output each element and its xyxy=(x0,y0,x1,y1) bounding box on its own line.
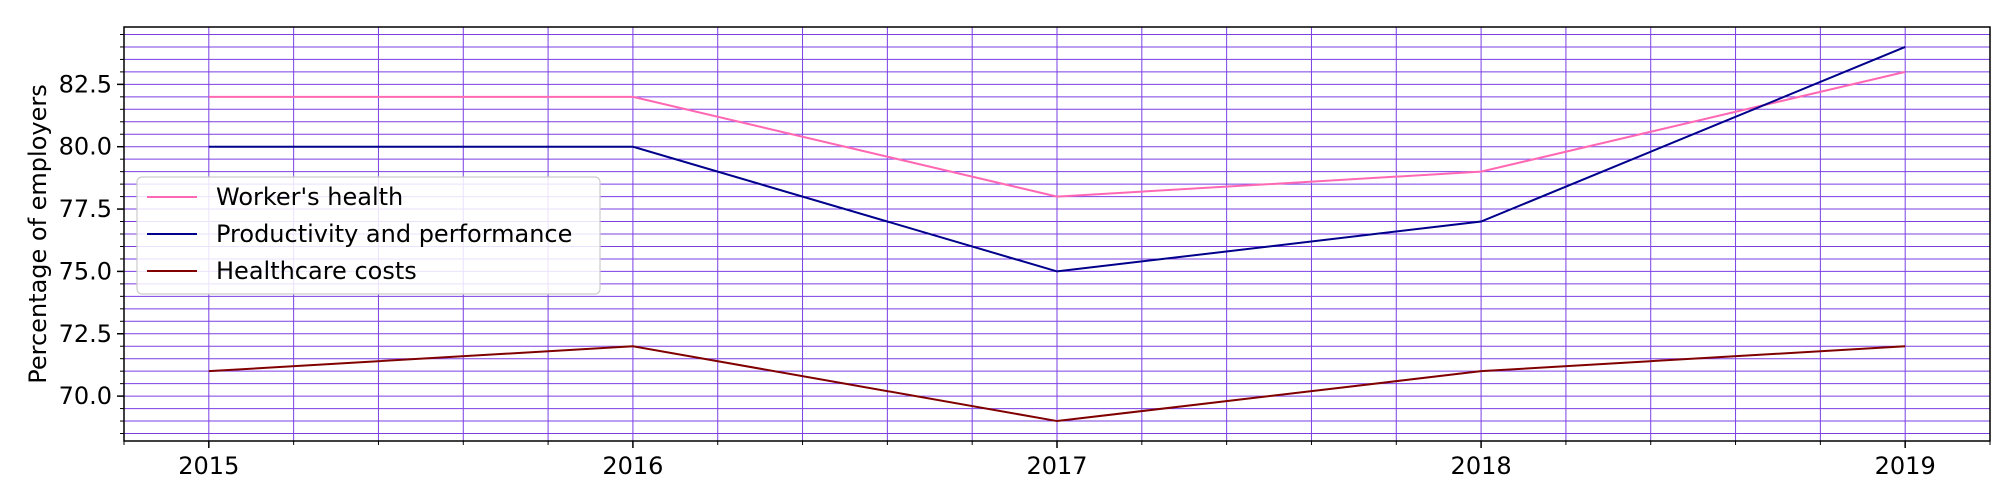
x-tick-label: 2015 xyxy=(178,452,239,480)
x-tick-label: 2018 xyxy=(1451,452,1512,480)
legend-label-worker-s-health: Worker's health xyxy=(216,183,403,211)
y-tick-label: 77.5 xyxy=(59,195,112,223)
y-tick-label: 75.0 xyxy=(59,257,112,285)
series-line-healthcare-costs xyxy=(208,345,1906,423)
axis-ticks: 2015 2016 2017 2018 2019 70.0 72.5 75.0 77.5 80.0… xyxy=(59,33,1991,480)
legend-label-healthcare-costs: Healthcare costs xyxy=(216,257,417,285)
x-tick-label: 2016 xyxy=(602,452,663,480)
series-line-worker-s-health xyxy=(208,70,1906,198)
legend: Worker's health Productivity and performa… xyxy=(136,176,601,295)
y-tick-label: 82.5 xyxy=(59,70,112,98)
y-axis-label: Percentage of employers xyxy=(24,84,52,383)
y-tick-label: 80.0 xyxy=(59,133,112,161)
x-tick-label: 2019 xyxy=(1875,452,1936,480)
series-lines xyxy=(208,46,1906,423)
y-tick-label: 72.5 xyxy=(59,320,112,348)
series-line-productivity-and-performance xyxy=(208,46,1906,273)
y-tick-label: 70.0 xyxy=(59,382,112,410)
legend-box xyxy=(136,176,601,295)
legend-label-productivity-and-performance: Productivity and performance xyxy=(216,220,572,248)
x-tick-label: 2017 xyxy=(1026,452,1087,480)
